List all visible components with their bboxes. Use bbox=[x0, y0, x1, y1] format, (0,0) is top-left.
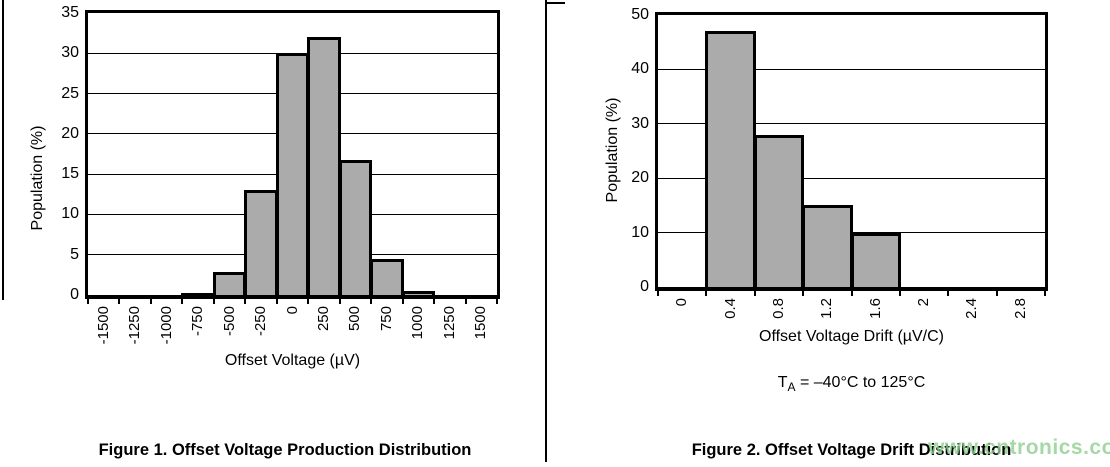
page-border-left bbox=[2, 0, 4, 300]
x-tick-mark bbox=[370, 295, 373, 304]
x-tick-mark bbox=[464, 295, 467, 304]
x-tick-mark bbox=[657, 287, 659, 296]
x-tick-label: -1000 bbox=[157, 306, 175, 345]
bar bbox=[705, 31, 756, 287]
x-tick-mark bbox=[1044, 287, 1046, 296]
x-tick-label: -1250 bbox=[126, 306, 144, 345]
page-border-top-segment bbox=[547, 2, 565, 4]
x-tick-label: 1500 bbox=[472, 306, 490, 340]
bar bbox=[753, 134, 805, 287]
y-tick-label: 20 bbox=[61, 124, 79, 142]
x-tick-label: 1250 bbox=[440, 306, 458, 340]
figure2-caption: Figure 2. Offset Voltage Drift Distribut… bbox=[691, 441, 1012, 459]
x-tick-mark bbox=[401, 295, 404, 304]
x-tick-label: 0.4 bbox=[721, 298, 739, 319]
y-tick-label: 20 bbox=[631, 169, 649, 187]
x-tick-label: 2 bbox=[915, 298, 933, 307]
x-tick-mark bbox=[307, 295, 310, 304]
x-tick-mark bbox=[87, 295, 89, 304]
y-tick-label: 30 bbox=[631, 114, 649, 132]
figure2-x-axis-title: Offset Voltage Drift (µV/C) bbox=[759, 328, 944, 345]
condition-symbol: T bbox=[777, 374, 788, 391]
x-tick-label: -1500 bbox=[94, 306, 112, 345]
x-tick-mark bbox=[118, 295, 121, 304]
x-tick-mark bbox=[898, 287, 901, 296]
bar bbox=[307, 37, 341, 295]
panel-divider bbox=[545, 0, 547, 462]
x-tick-label: -750 bbox=[189, 306, 207, 337]
y-tick-label: 0 bbox=[640, 278, 649, 295]
x-tick-mark bbox=[947, 287, 950, 296]
figure1-plot-area: -1500 -1250 -1000 -750 -500 -250 0 250 500 750 100… bbox=[61, 4, 500, 344]
x-tick-mark bbox=[212, 295, 215, 304]
x-tick-mark bbox=[753, 287, 756, 296]
bar bbox=[850, 232, 901, 287]
figure1-x-axis-title: Offset Voltage (µV) bbox=[224, 352, 361, 369]
x-tick-mark bbox=[244, 295, 247, 304]
x-tick-mark bbox=[433, 295, 436, 304]
y-tick-label: 0 bbox=[70, 286, 79, 303]
x-tick-mark bbox=[149, 295, 152, 304]
bar bbox=[275, 53, 310, 295]
x-tick-mark bbox=[995, 287, 998, 296]
y-tick-label: 15 bbox=[61, 165, 79, 183]
x-tick-label: 0 bbox=[673, 298, 691, 307]
x-tick-label: -250 bbox=[252, 306, 270, 337]
bar bbox=[244, 190, 278, 295]
y-tick-label: 30 bbox=[61, 44, 79, 62]
y-tick-label: 50 bbox=[631, 6, 649, 23]
bar bbox=[370, 258, 404, 295]
site-watermark: www.cntronics.com bbox=[928, 436, 1110, 459]
x-tick-label: 0 bbox=[283, 306, 301, 315]
y-tick-label: 35 bbox=[61, 4, 79, 21]
bar bbox=[802, 205, 853, 287]
x-tick-label: 250 bbox=[314, 306, 332, 332]
x-tick-label: 2.4 bbox=[963, 298, 981, 319]
x-tick-mark bbox=[275, 295, 278, 304]
x-tick-label: 500 bbox=[346, 306, 364, 332]
x-tick-mark bbox=[705, 287, 708, 296]
figure2-plot-area: 0 0.4 0.8 1.2 1.6 2 2.4 2.8 0 10 20 30 40 50 bbox=[631, 6, 1048, 319]
x-tick-mark bbox=[338, 295, 341, 304]
x-tick-mark bbox=[850, 287, 853, 296]
gridline bbox=[658, 68, 1045, 70]
y-tick-label: 10 bbox=[61, 205, 79, 223]
figure2-test-condition: TA = –40°C to 125°C bbox=[655, 374, 1048, 394]
condition-value: = –40°C to 125°C bbox=[795, 374, 926, 391]
gridline bbox=[658, 177, 1045, 179]
y-tick-label: 25 bbox=[61, 84, 79, 102]
x-tick-label: -500 bbox=[220, 306, 238, 337]
figure1-caption: Figure 1. Offset Voltage Production Dist… bbox=[98, 441, 472, 459]
gridline bbox=[658, 123, 1045, 125]
x-tick-label: 1.6 bbox=[866, 298, 884, 319]
x-tick-mark bbox=[496, 295, 498, 304]
x-tick-mark bbox=[802, 287, 805, 296]
y-tick-label: 40 bbox=[631, 60, 649, 78]
y-tick-label: 10 bbox=[631, 223, 649, 241]
bar bbox=[181, 293, 215, 296]
x-tick-label: 2.8 bbox=[1011, 298, 1029, 319]
x-tick-label: 750 bbox=[377, 306, 395, 332]
x-tick-label: 1.2 bbox=[818, 298, 836, 319]
bar bbox=[212, 272, 247, 295]
x-tick-mark bbox=[181, 295, 184, 304]
x-tick-label: 0.8 bbox=[769, 298, 787, 319]
bar bbox=[338, 159, 373, 295]
condition-subscript: A bbox=[787, 380, 796, 395]
y-tick-label: 5 bbox=[70, 245, 79, 263]
x-tick-label: 1000 bbox=[409, 306, 427, 340]
bar bbox=[401, 290, 436, 295]
